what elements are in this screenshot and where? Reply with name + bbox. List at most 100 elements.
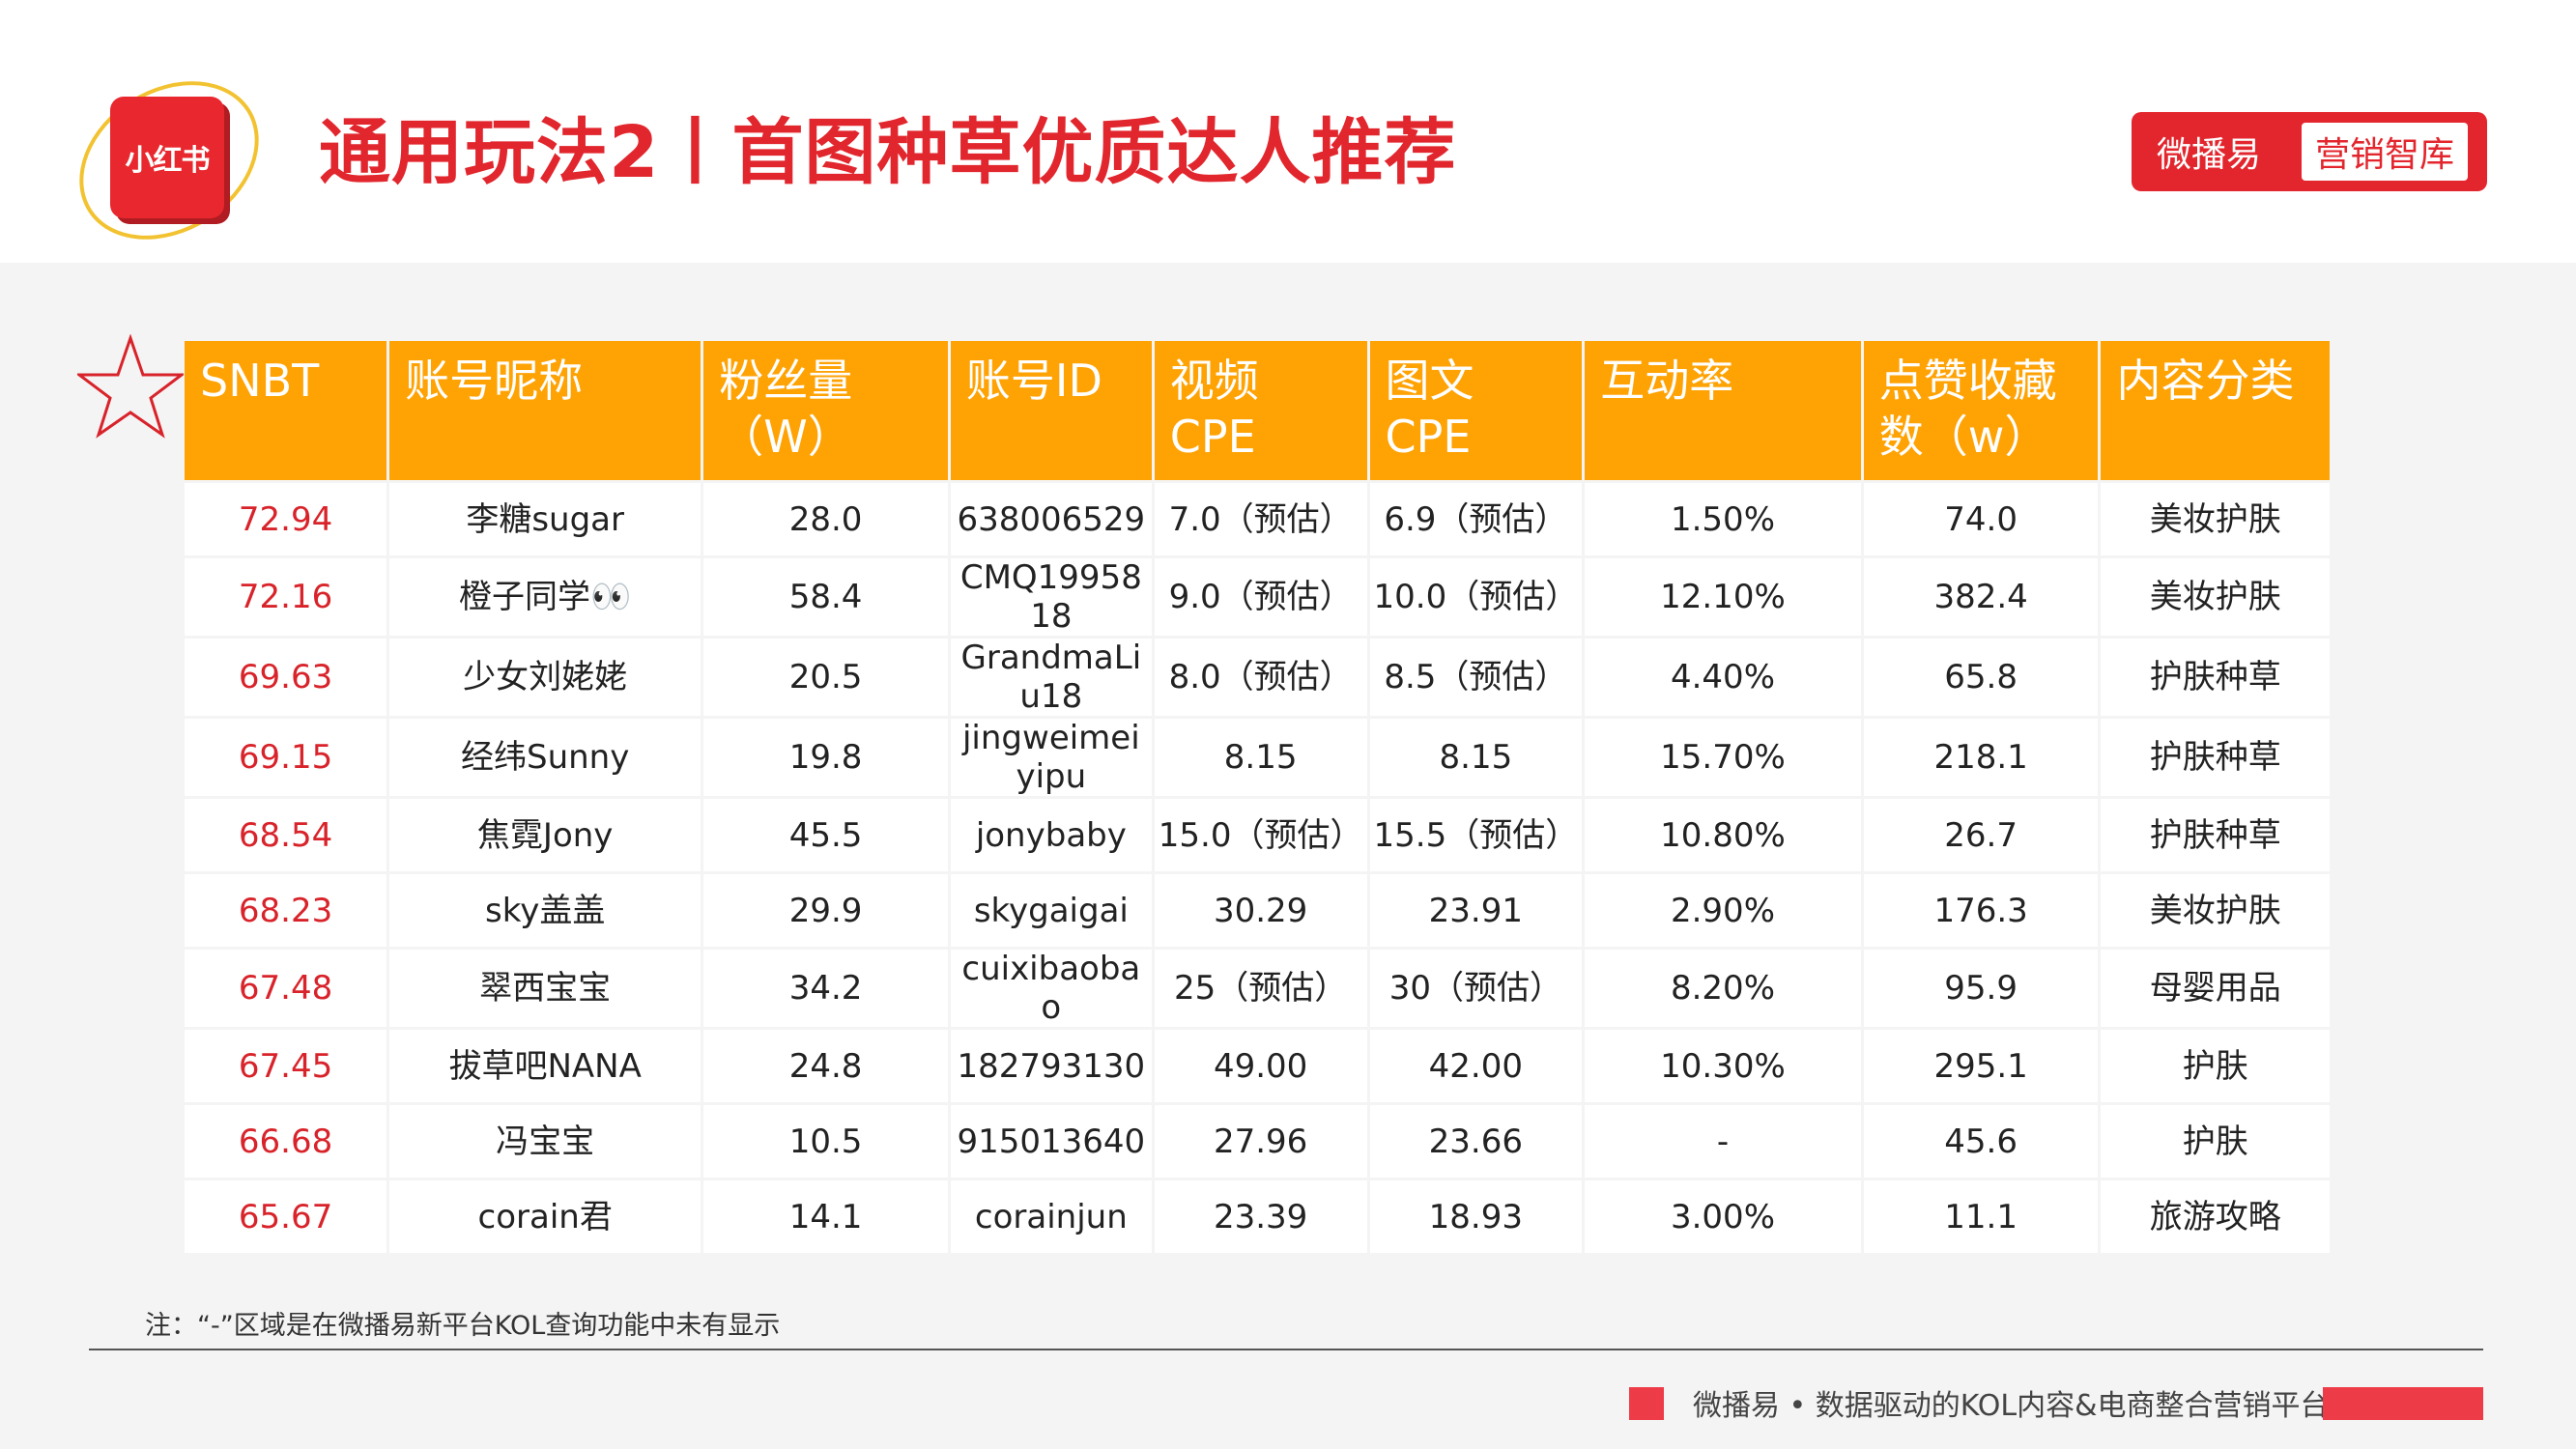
cell-video-cpe: 8.0（预估） xyxy=(1154,639,1367,716)
cell-snbt: 69.15 xyxy=(185,719,387,796)
cell-image-cpe: 23.91 xyxy=(1369,874,1583,947)
cell-engagement-rate: 4.40% xyxy=(1585,639,1861,716)
cell-image-cpe: 18.93 xyxy=(1369,1180,1583,1253)
brand-subtitle: 营销智库 xyxy=(2302,123,2469,181)
table-row: 66.68 冯宝宝 10.5 915013640 27.96 23.66 - 4… xyxy=(185,1105,2330,1178)
cell-engagement-rate: 2.90% xyxy=(1585,874,1861,947)
table-header-row: SNBT 账号昵称 粉丝量（W） 账号ID 视频 CPE 图文 CPE 互动率 … xyxy=(185,341,2330,480)
cell-engagement-rate: 15.70% xyxy=(1585,719,1861,796)
col-header-nickname: 账号昵称 xyxy=(389,341,701,480)
cell-nickname: 李糖sugar xyxy=(389,483,701,555)
cell-engagement-rate: 1.50% xyxy=(1585,483,1861,555)
cell-followers: 10.5 xyxy=(703,1105,948,1178)
divider xyxy=(89,1349,2483,1350)
cell-category: 美妆护肤 xyxy=(2101,483,2330,555)
cell-nickname: 橙子同学👀 xyxy=(389,558,701,636)
cell-category: 美妆护肤 xyxy=(2101,558,2330,636)
col-header-engagement-rate: 互动率 xyxy=(1585,341,1861,480)
cell-followers: 24.8 xyxy=(703,1030,948,1102)
table-row: 67.45 拔草吧NANA 24.8 182793130 49.00 42.00… xyxy=(185,1030,2330,1102)
cell-nickname: 翠西宝宝 xyxy=(389,950,701,1027)
cell-video-cpe: 30.29 xyxy=(1154,874,1367,947)
logo-tile: 小红书 xyxy=(110,97,224,218)
cell-snbt: 69.63 xyxy=(185,639,387,716)
cell-nickname: 经纬Sunny xyxy=(389,719,701,796)
col-header-followers: 粉丝量（W） xyxy=(703,341,948,480)
cell-account-id: 638006529 xyxy=(950,483,1152,555)
header-bar: 小红书 通用玩法2丨首图种草优质达人推荐 微播易 营销智库 xyxy=(0,0,2576,272)
cell-followers: 19.8 xyxy=(703,719,948,796)
cell-snbt: 72.94 xyxy=(185,483,387,555)
cell-engagement-rate: 8.20% xyxy=(1585,950,1861,1027)
table-row: 69.15 经纬Sunny 19.8 jingweimeiyipu 8.15 8… xyxy=(185,719,2330,796)
table-row: 69.63 少女刘姥姥 20.5 GrandmaLiu18 8.0（预估） 8.… xyxy=(185,639,2330,716)
table-row: 67.48 翠西宝宝 34.2 cuixibaobao 25（预估） 30（预估… xyxy=(185,950,2330,1027)
kol-table: SNBT 账号昵称 粉丝量（W） 账号ID 视频 CPE 图文 CPE 互动率 … xyxy=(182,338,2333,1256)
cell-engagement-rate: 10.80% xyxy=(1585,799,1861,871)
cell-likes-saves: 95.9 xyxy=(1863,950,2099,1027)
cell-account-id: 182793130 xyxy=(950,1030,1152,1102)
cell-likes-saves: 218.1 xyxy=(1863,719,2099,796)
cell-snbt: 72.16 xyxy=(185,558,387,636)
cell-followers: 34.2 xyxy=(703,950,948,1027)
cell-image-cpe: 8.15 xyxy=(1369,719,1583,796)
cell-nickname: 冯宝宝 xyxy=(389,1105,701,1178)
cell-followers: 28.0 xyxy=(703,483,948,555)
brand-name: 微播易 xyxy=(2157,135,2262,175)
table-row: 65.67 corain君 14.1 corainjun 23.39 18.93… xyxy=(185,1180,2330,1253)
cell-category: 母婴用品 xyxy=(2101,950,2330,1027)
cell-snbt: 66.68 xyxy=(185,1105,387,1178)
cell-followers: 29.9 xyxy=(703,874,948,947)
cell-video-cpe: 25（预估） xyxy=(1154,950,1367,1027)
cell-video-cpe: 9.0（预估） xyxy=(1154,558,1367,636)
cell-category: 旅游攻略 xyxy=(2101,1180,2330,1253)
cell-account-id: jingweimeiyipu xyxy=(950,719,1152,796)
cell-engagement-rate: 3.00% xyxy=(1585,1180,1861,1253)
cell-snbt: 68.23 xyxy=(185,874,387,947)
cell-nickname: corain君 xyxy=(389,1180,701,1253)
cell-image-cpe: 30（预估） xyxy=(1369,950,1583,1027)
cell-account-id: GrandmaLiu18 xyxy=(950,639,1152,716)
cell-account-id: skygaigai xyxy=(950,874,1152,947)
cell-image-cpe: 42.00 xyxy=(1369,1030,1583,1102)
col-header-category: 内容分类 xyxy=(2101,341,2330,480)
cell-snbt: 68.54 xyxy=(185,799,387,871)
cell-category: 护肤种草 xyxy=(2101,639,2330,716)
cell-snbt: 67.45 xyxy=(185,1030,387,1102)
table-row: 68.23 sky盖盖 29.9 skygaigai 30.29 23.91 2… xyxy=(185,874,2330,947)
cell-engagement-rate: 10.30% xyxy=(1585,1030,1861,1102)
cell-followers: 58.4 xyxy=(703,558,948,636)
cell-account-id: CMQ1995818 xyxy=(950,558,1152,636)
cell-followers: 45.5 xyxy=(703,799,948,871)
col-header-snbt: SNBT xyxy=(185,341,387,480)
cell-video-cpe: 49.00 xyxy=(1154,1030,1367,1102)
col-header-image-cpe: 图文 CPE xyxy=(1369,341,1583,480)
footer-tagline: 微播易 • 数据驱动的KOL内容&电商整合营销平台 xyxy=(1693,1389,2330,1423)
cell-nickname: sky盖盖 xyxy=(389,874,701,947)
cell-account-id: 915013640 xyxy=(950,1105,1152,1178)
table-row: 72.16 橙子同学👀 58.4 CMQ1995818 9.0（预估） 10.0… xyxy=(185,558,2330,636)
cell-account-id: jonybaby xyxy=(950,799,1152,871)
cell-video-cpe: 15.0（预估） xyxy=(1154,799,1367,871)
cell-nickname: 拔草吧NANA xyxy=(389,1030,701,1102)
cell-video-cpe: 8.15 xyxy=(1154,719,1367,796)
cell-category: 护肤 xyxy=(2101,1030,2330,1102)
cell-likes-saves: 26.7 xyxy=(1863,799,2099,871)
cell-likes-saves: 74.0 xyxy=(1863,483,2099,555)
cell-account-id: corainjun xyxy=(950,1180,1152,1253)
cell-snbt: 65.67 xyxy=(185,1180,387,1253)
brand-badge: 微播易 营销智库 xyxy=(2132,112,2487,191)
cell-image-cpe: 23.66 xyxy=(1369,1105,1583,1178)
cell-nickname: 焦霓Jony xyxy=(389,799,701,871)
cell-likes-saves: 382.4 xyxy=(1863,558,2099,636)
col-header-likes-saves: 点赞收藏数（w） xyxy=(1863,341,2099,480)
footer-bar-mark xyxy=(2323,1387,2483,1420)
page-title: 通用玩法2丨首图种草优质达人推荐 xyxy=(319,111,1457,194)
col-header-account-id: 账号ID xyxy=(950,341,1152,480)
cell-engagement-rate: 12.10% xyxy=(1585,558,1861,636)
cell-account-id: cuixibaobao xyxy=(950,950,1152,1027)
footer-square-mark xyxy=(1629,1387,1664,1420)
footnote: 注：“-”区域是在微播易新平台KOL查询功能中未有显示 xyxy=(145,1311,781,1341)
cell-likes-saves: 65.8 xyxy=(1863,639,2099,716)
cell-nickname: 少女刘姥姥 xyxy=(389,639,701,716)
